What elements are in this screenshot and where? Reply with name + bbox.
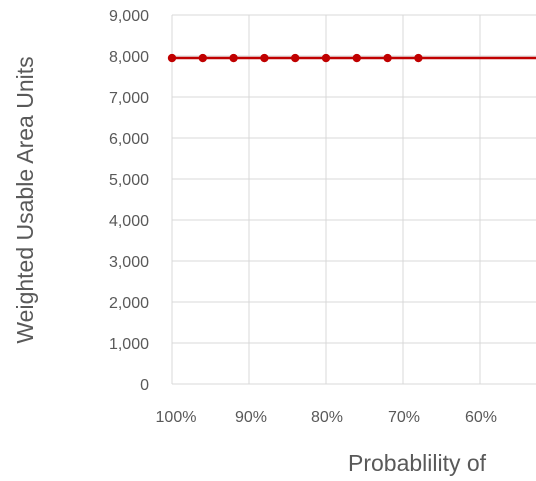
y-tick-label: 8,000 [109, 49, 149, 66]
data-point [414, 53, 423, 63]
data-point [198, 53, 207, 63]
y-tick-label: 7,000 [109, 90, 149, 107]
data-point [167, 53, 177, 63]
x-tick-label: 90% [235, 409, 267, 426]
x-tick-label: 70% [388, 409, 420, 426]
x-tick-labels: 100% 90% 80% 70% 60% [156, 409, 497, 426]
y-axis-title: Weighted Usable Area Units [12, 56, 38, 343]
data-point [321, 53, 331, 63]
vertical-gridlines [171, 15, 481, 384]
y-tick-label: 6,000 [109, 131, 149, 148]
y-tick-label: 2,000 [109, 295, 149, 312]
data-point [383, 53, 392, 63]
y-tick-label: 3,000 [109, 254, 149, 271]
y-tick-label: 1,000 [109, 336, 149, 353]
data-point [260, 53, 269, 63]
data-point [352, 53, 361, 63]
horizontal-gridlines [172, 14, 536, 344]
x-tick-label: 60% [465, 409, 497, 426]
x-axis-title: Probablility of [348, 450, 487, 476]
series-group [167, 53, 536, 63]
x-tick-label: 100% [156, 409, 197, 426]
y-tick-label: 5,000 [109, 172, 149, 189]
data-point [229, 53, 238, 63]
y-tick-label: 9,000 [109, 8, 149, 25]
y-tick-label: 4,000 [109, 213, 149, 230]
x-tick-label: 80% [311, 409, 343, 426]
data-point [291, 53, 300, 63]
y-tick-labels: 0 1,000 2,000 3,000 4,000 5,000 6,000 7,000 8,00… [109, 8, 149, 394]
y-tick-label: 0 [140, 377, 149, 394]
